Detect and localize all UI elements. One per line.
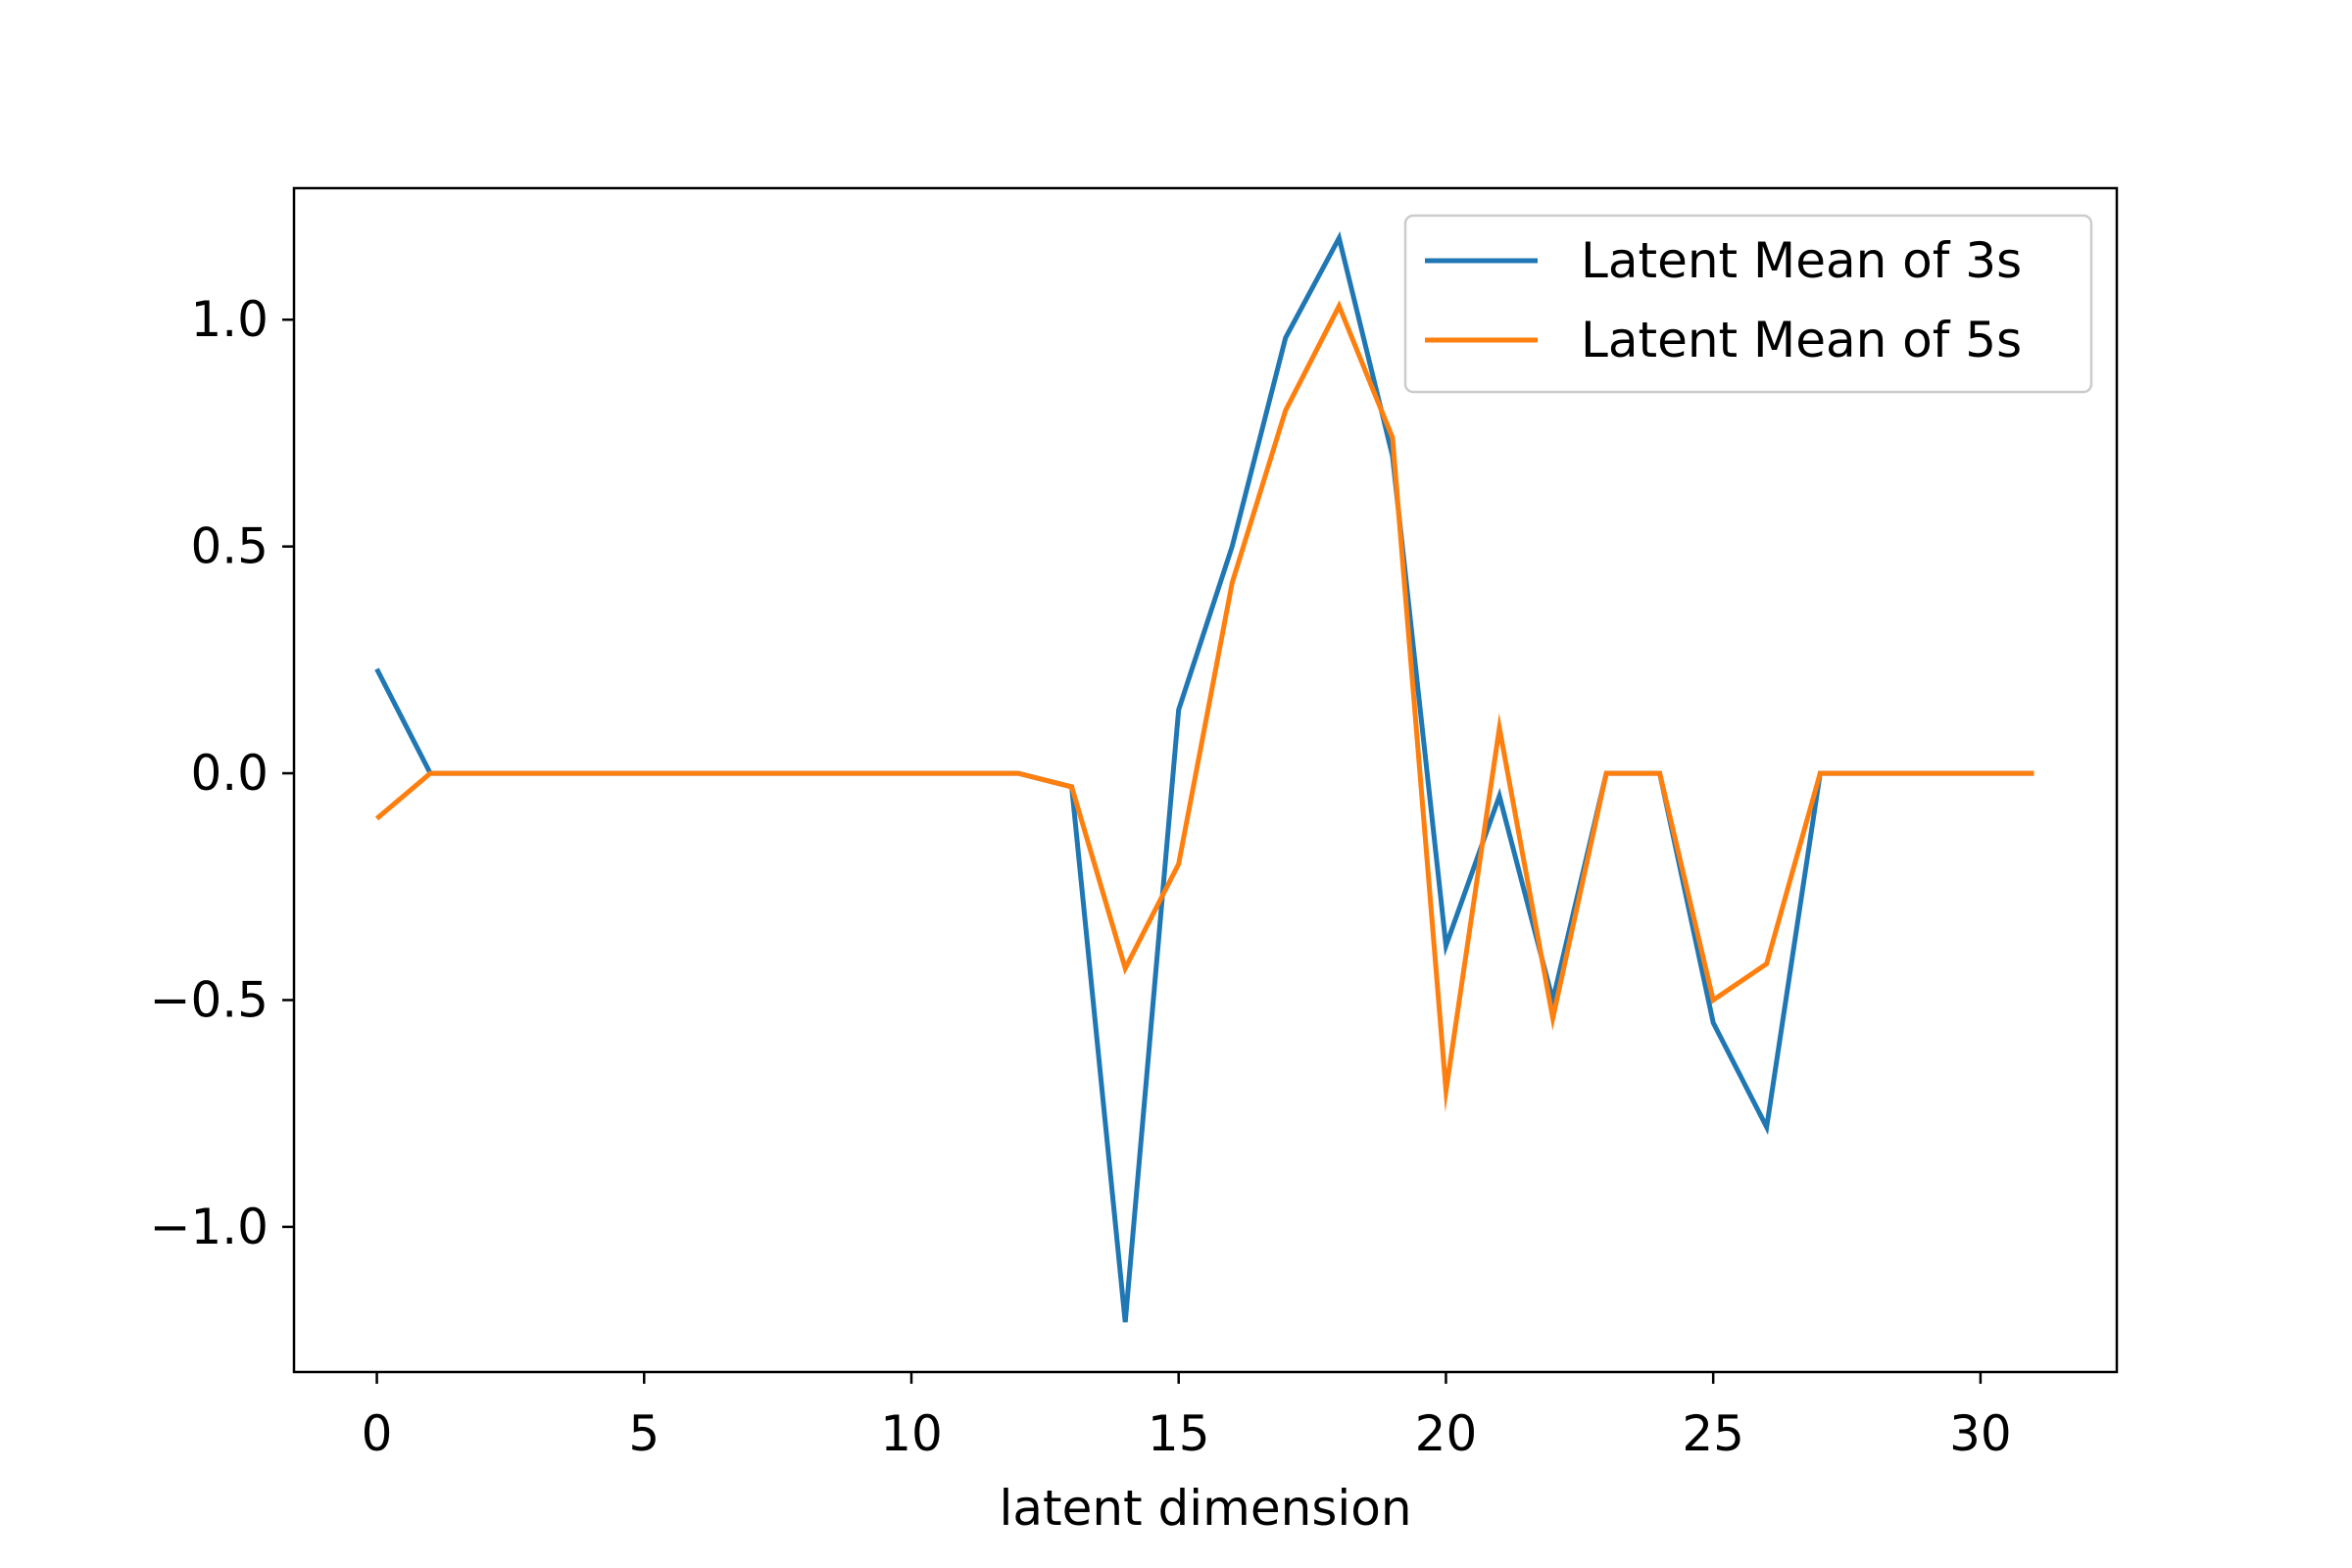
y-tick-label: 0.0 <box>190 745 269 802</box>
x-tick-label: 25 <box>1682 1405 1744 1462</box>
y-tick-label: 0.5 <box>190 518 269 575</box>
x-tick-label: 5 <box>628 1405 660 1462</box>
legend-label-latent-mean-5s: Latent Mean of 5s <box>1581 312 2022 368</box>
y-tick-label: −0.5 <box>150 971 269 1028</box>
series-layer <box>374 230 2034 1323</box>
y-tick-label: 1.0 <box>190 291 269 348</box>
x-tick-label: 0 <box>362 1405 393 1462</box>
legend-frame <box>1403 214 2093 394</box>
legend-label-latent-mean-3s: Latent Mean of 3s <box>1581 232 2022 289</box>
y-axis: 1.0 0.5 0.0 −0.5 −1.0 <box>150 291 294 1255</box>
plot-frame <box>292 186 2119 1374</box>
series-line-latent-mean-of-5s <box>374 300 2034 1112</box>
x-tick-label: 10 <box>880 1405 943 1462</box>
x-tick-label: 20 <box>1415 1405 1478 1462</box>
y-tick-label: −1.0 <box>150 1199 269 1255</box>
legend: Latent Mean of 3s Latent Mean of 5s <box>1403 214 2093 394</box>
x-tick-label: 15 <box>1148 1405 1210 1462</box>
x-axis: 0 5 10 15 20 25 30 <box>362 1372 2012 1462</box>
x-axis-title: latent dimension <box>999 1480 1411 1537</box>
x-tick-label: 30 <box>1949 1405 2012 1462</box>
